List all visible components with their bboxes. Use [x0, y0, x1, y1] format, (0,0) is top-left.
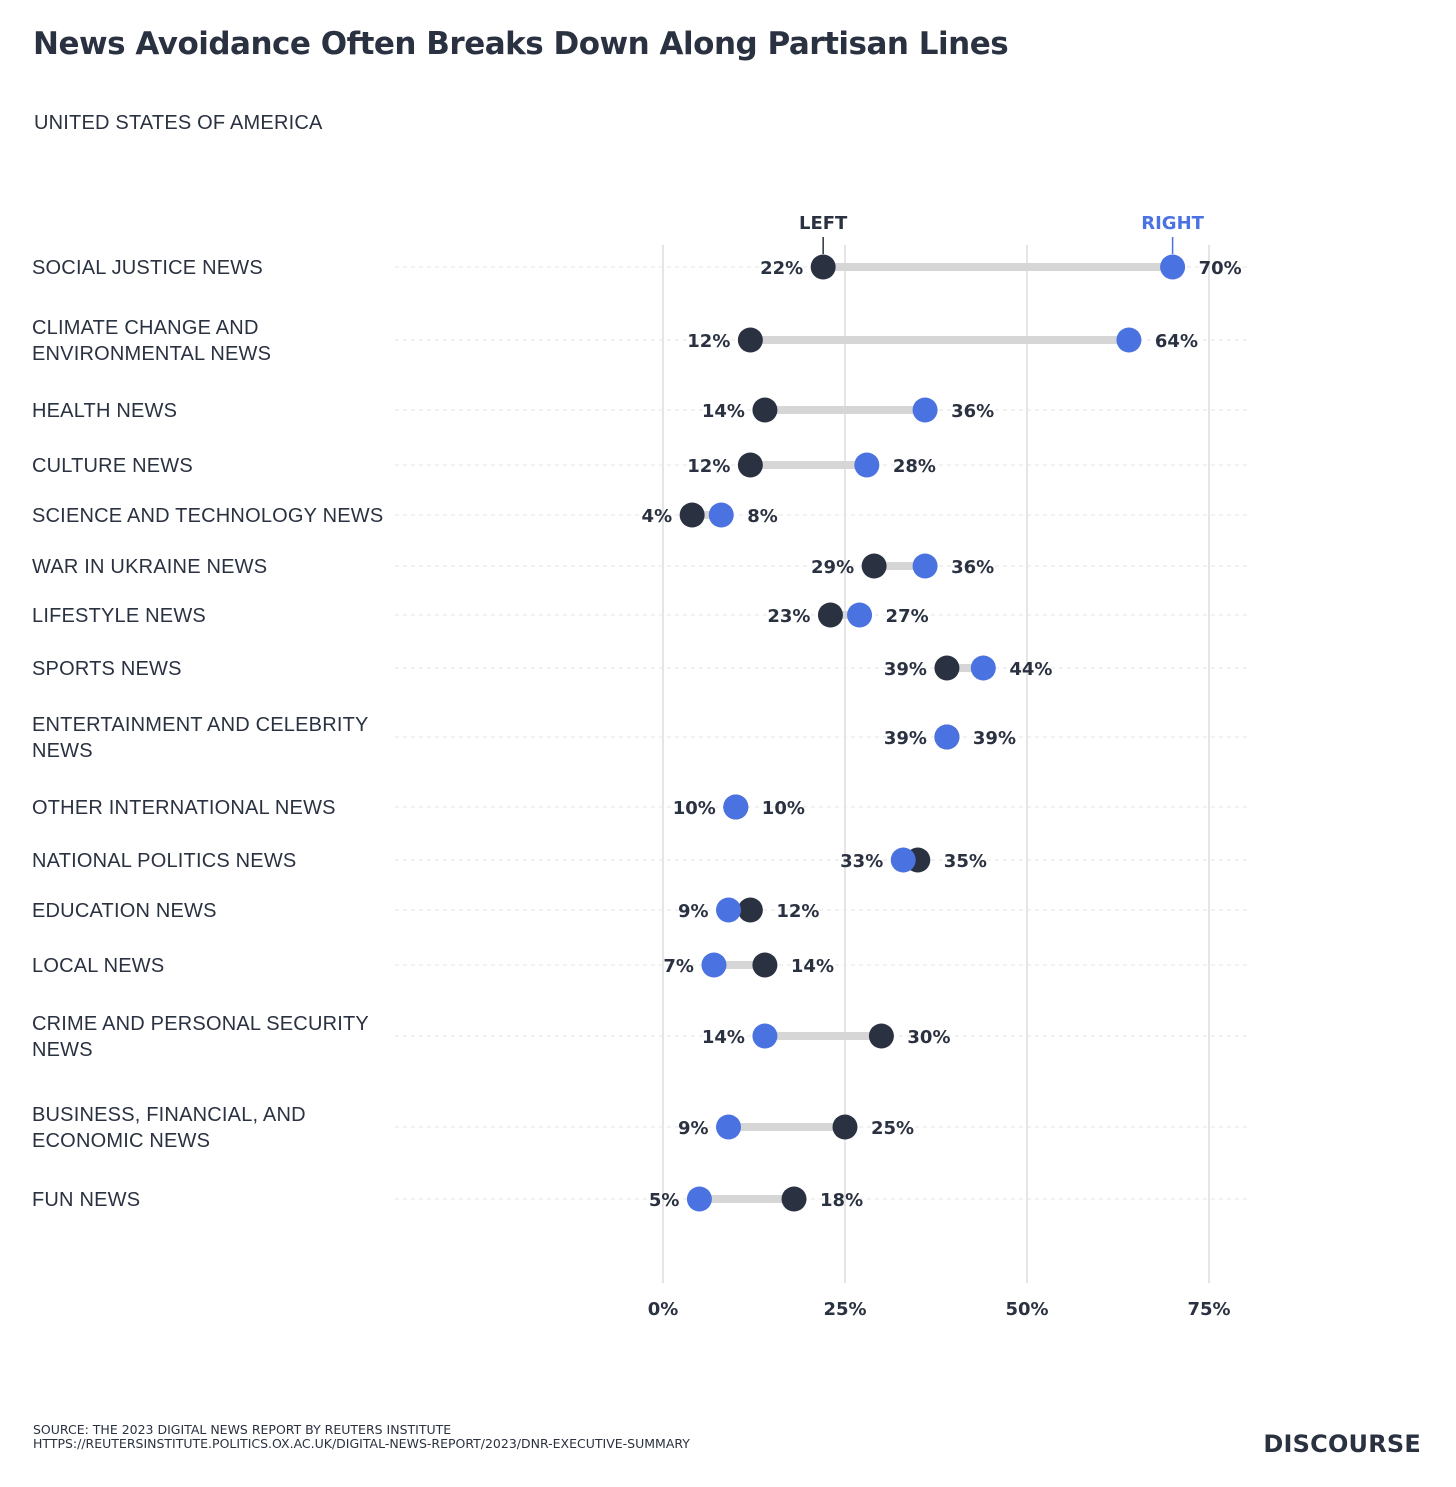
category-label: WAR IN UKRAINE NEWS — [32, 556, 267, 578]
value-label-min: 9% — [678, 1118, 709, 1139]
value-label-min: 14% — [702, 401, 745, 422]
right-dot — [1116, 327, 1142, 353]
category-label: ENTERTAINMENT AND CELEBRITY NEWS — [32, 714, 369, 762]
value-label-min: 23% — [767, 606, 810, 627]
right-dot — [912, 553, 938, 579]
value-label-max: 39% — [973, 728, 1016, 749]
right-dot — [934, 724, 960, 750]
category-label: CRIME AND PERSONAL SECURITY NEWS — [32, 1013, 369, 1061]
value-label-min: 5% — [649, 1190, 680, 1211]
value-label-max: 36% — [951, 557, 994, 578]
value-label-max: 27% — [886, 606, 929, 627]
value-label-max: 28% — [893, 456, 936, 477]
value-label-max: 36% — [951, 401, 994, 422]
chart-subtitle: UNITED STATES OF AMERICA — [34, 112, 323, 134]
right-dot — [686, 1186, 712, 1212]
category-label: BUSINESS, FINANCIAL, AND ECONOMIC NEWS — [32, 1104, 306, 1152]
dumbbell-chart: 0% 25% 50% 75% LEFT RIGHT SOCIAL JUSTICE NEWS 2… — [32, 213, 1247, 1320]
left-dot — [781, 1186, 807, 1212]
left-dot — [861, 553, 887, 579]
left-dot — [679, 502, 705, 528]
value-label-min: 7% — [663, 956, 694, 977]
right-dot — [847, 602, 873, 628]
right-dot — [854, 452, 880, 478]
right-dot — [716, 897, 742, 923]
value-label-max: 10% — [762, 798, 805, 819]
chart-title: News Avoidance Often Breaks Down Along P… — [33, 26, 1009, 62]
value-label-max: 8% — [747, 506, 778, 527]
category-label: NATIONAL POLITICS NEWS — [32, 850, 296, 872]
value-label-min: 12% — [687, 331, 730, 352]
value-label-min: 29% — [811, 557, 854, 578]
x-tick-label: 50% — [1005, 1299, 1048, 1320]
category-label: OTHER INTERNATIONAL NEWS — [32, 797, 336, 819]
value-label-min: 14% — [702, 1027, 745, 1048]
left-dot — [737, 452, 763, 478]
value-label-max: 14% — [791, 956, 834, 977]
left-dot — [752, 952, 778, 978]
x-tick-label: 75% — [1187, 1299, 1230, 1320]
left-dot — [752, 397, 778, 423]
category-label: CLIMATE CHANGE AND ENVIRONMENTAL NEWS — [32, 317, 271, 365]
legend-right-label: RIGHT — [1141, 213, 1204, 234]
value-label-min: 39% — [884, 728, 927, 749]
left-dot — [832, 1114, 858, 1140]
right-dot — [723, 794, 749, 820]
category-label: LIFESTYLE NEWS — [32, 605, 206, 627]
right-dot — [912, 397, 938, 423]
legend-left-label: LEFT — [799, 213, 848, 234]
value-label-min: 22% — [760, 258, 803, 279]
right-dot — [708, 502, 734, 528]
value-label-max: 44% — [1009, 659, 1052, 680]
category-label: SCIENCE AND TECHNOLOGY NEWS — [32, 505, 383, 527]
value-label-max: 30% — [907, 1027, 950, 1048]
value-label-max: 64% — [1155, 331, 1198, 352]
left-dot — [737, 897, 763, 923]
category-label: SOCIAL JUSTICE NEWS — [32, 257, 263, 279]
value-label-max: 12% — [776, 901, 819, 922]
value-label-max: 18% — [820, 1190, 863, 1211]
source-url: HTTPS://REUTERSINSTITUTE.POLITICS.OX.AC.… — [33, 1436, 690, 1451]
category-label: HEALTH NEWS — [32, 400, 177, 422]
value-label-max: 70% — [1199, 258, 1242, 279]
value-label-min: 33% — [840, 851, 883, 872]
right-dot — [701, 952, 727, 978]
right-dot — [890, 847, 916, 873]
right-dot — [716, 1114, 742, 1140]
brand-logo: DISCOURSE — [1263, 1430, 1421, 1458]
value-label-min: 10% — [673, 798, 716, 819]
x-tick-label: 0% — [648, 1299, 679, 1320]
value-label-max: 35% — [944, 851, 987, 872]
category-label: EDUCATION NEWS — [32, 900, 217, 922]
category-label: FUN NEWS — [32, 1189, 140, 1211]
right-dot — [1160, 254, 1186, 280]
left-dot — [737, 327, 763, 353]
value-label-min: 12% — [687, 456, 730, 477]
left-dot — [934, 655, 960, 681]
left-dot — [810, 254, 836, 280]
value-label-min: 39% — [884, 659, 927, 680]
category-label: LOCAL NEWS — [32, 955, 164, 977]
category-label: SPORTS NEWS — [32, 658, 182, 680]
source-note: SOURCE: THE 2023 DIGITAL NEWS REPORT BY … — [33, 1423, 690, 1451]
value-label-min: 9% — [678, 901, 709, 922]
right-dot — [970, 655, 996, 681]
source-line: SOURCE: THE 2023 DIGITAL NEWS REPORT BY … — [33, 1422, 452, 1437]
category-label: CULTURE NEWS — [32, 455, 193, 477]
value-label-max: 25% — [871, 1118, 914, 1139]
x-tick-label: 25% — [823, 1299, 866, 1320]
left-dot — [868, 1023, 894, 1049]
value-label-min: 4% — [642, 506, 673, 527]
left-dot — [817, 602, 843, 628]
right-dot — [752, 1023, 778, 1049]
